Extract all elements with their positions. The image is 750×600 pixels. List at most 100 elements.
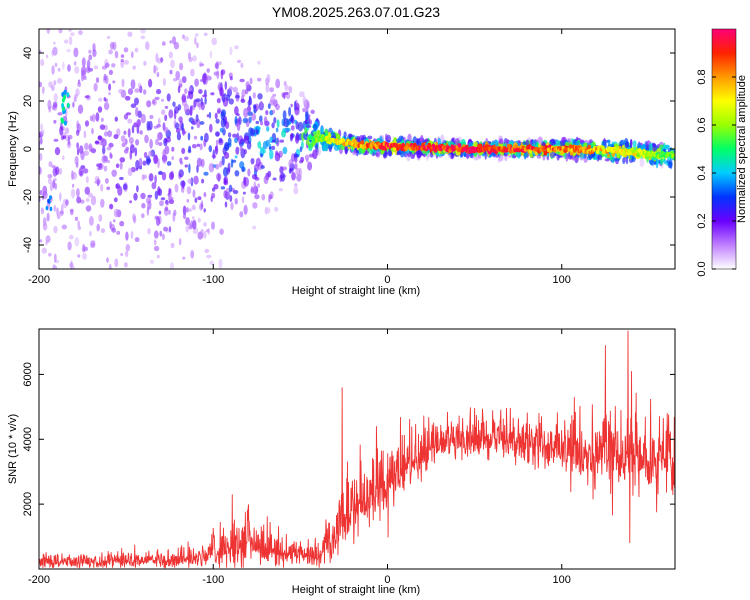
heatmap-cell	[162, 41, 166, 46]
heatmap-cell	[192, 189, 196, 198]
heatmap-cell	[164, 105, 169, 109]
heatmap-cell	[195, 98, 201, 103]
snr-series-line	[39, 330, 675, 569]
heatmap-cell	[48, 252, 52, 257]
heatmap-cell	[164, 138, 167, 144]
heatmap-cell	[179, 62, 184, 71]
heatmap-cell	[45, 235, 51, 243]
heatmap-cell	[275, 137, 280, 147]
heatmap-cell	[199, 143, 203, 151]
heatmap-cell	[184, 88, 188, 94]
heatmap-cell	[110, 42, 115, 50]
heatmap-cell	[98, 141, 103, 146]
x-tick-label: 100	[553, 274, 571, 286]
heatmap-cell	[186, 186, 192, 195]
heatmap-cell	[106, 257, 109, 263]
heatmap-cell	[51, 165, 56, 169]
heatmap-cell	[186, 199, 190, 203]
heatmap-cell	[168, 51, 173, 59]
heatmap-cell	[171, 156, 174, 161]
heatmap-cell	[276, 119, 280, 128]
heatmap-cell	[186, 95, 190, 99]
heatmap-cell	[416, 150, 422, 158]
heatmap-cell	[308, 119, 312, 125]
heatmap-cell	[320, 126, 324, 134]
heatmap-cell	[172, 101, 176, 107]
heatmap-cell	[181, 123, 184, 132]
heatmap-cell	[235, 94, 240, 99]
heatmap-cell	[363, 150, 369, 156]
heatmap-cell	[147, 228, 151, 235]
heatmap-cell	[259, 115, 263, 122]
heatmap-cell	[307, 161, 313, 171]
heatmap-cell	[52, 101, 58, 108]
spectrogram-y-axis-label: Frequency (Hz)	[7, 111, 19, 187]
heatmap-cell	[166, 136, 171, 143]
heatmap-cell	[53, 225, 58, 234]
heatmap-cell	[215, 118, 220, 124]
heatmap-cell	[158, 142, 163, 146]
heatmap-cell	[203, 32, 208, 36]
heatmap-cell	[47, 198, 50, 204]
heatmap-cell	[49, 206, 53, 212]
heatmap-cell	[94, 140, 100, 145]
heatmap-cell	[154, 215, 159, 220]
heatmap-cell	[193, 175, 199, 185]
heatmap-cell	[84, 186, 91, 195]
heatmap-cell	[92, 49, 97, 58]
heatmap-cell	[188, 163, 191, 174]
heatmap-cell	[111, 169, 117, 177]
heatmap-cell	[188, 208, 192, 212]
heatmap-cell	[81, 57, 86, 68]
heatmap-cell	[169, 40, 173, 44]
heatmap-cell	[247, 99, 251, 107]
heatmap-cell	[299, 91, 305, 98]
heatmap-cell	[209, 50, 213, 59]
heatmap-cell	[132, 215, 137, 224]
heatmap-cell	[103, 73, 107, 81]
heatmap-cell	[243, 177, 249, 187]
heatmap-cell	[251, 174, 258, 180]
heatmap-cell	[62, 135, 67, 140]
heatmap-cell	[215, 163, 220, 170]
heatmap-cell	[196, 164, 199, 173]
heatmap-cell	[210, 196, 213, 203]
heatmap-cell	[252, 225, 257, 230]
heatmap-cell	[492, 145, 496, 150]
heatmap-cell	[175, 127, 181, 134]
heatmap-cell	[352, 138, 356, 144]
heatmap-cell	[108, 49, 113, 55]
heatmap-cell	[120, 135, 126, 143]
heatmap-cell	[179, 157, 183, 164]
heatmap-cell	[659, 157, 664, 166]
colorbar-label: Normalized spectral amplitude	[736, 75, 748, 223]
heatmap-cell	[136, 119, 142, 127]
heatmap-cell	[42, 222, 48, 231]
heatmap-cell	[216, 98, 221, 104]
heatmap-cell	[619, 139, 626, 145]
heatmap-cell	[229, 76, 233, 81]
heatmap-cell	[223, 190, 228, 199]
heatmap-cell	[135, 107, 139, 117]
heatmap-cell	[74, 156, 79, 165]
heatmap-cell	[157, 186, 161, 196]
heatmap-cell	[52, 41, 56, 45]
heatmap-cell	[145, 155, 151, 166]
heatmap-cell	[54, 62, 58, 67]
heatmap-cell	[239, 145, 243, 152]
heatmap-cell	[507, 144, 511, 149]
heatmap-cell	[396, 138, 402, 144]
heatmap-cell	[304, 154, 310, 161]
heatmap-cell	[216, 70, 220, 80]
heatmap-cell	[260, 165, 265, 169]
heatmap-cell	[204, 96, 207, 105]
heatmap-cell	[127, 128, 131, 138]
heatmap-cell	[290, 125, 295, 131]
heatmap-cell	[184, 164, 188, 168]
heatmap-cell	[80, 66, 87, 76]
heatmap-cell	[78, 167, 84, 177]
heatmap-cell	[116, 128, 121, 137]
heatmap-cell	[111, 227, 117, 233]
heatmap-cell	[264, 206, 268, 215]
heatmap-cell	[177, 104, 182, 111]
